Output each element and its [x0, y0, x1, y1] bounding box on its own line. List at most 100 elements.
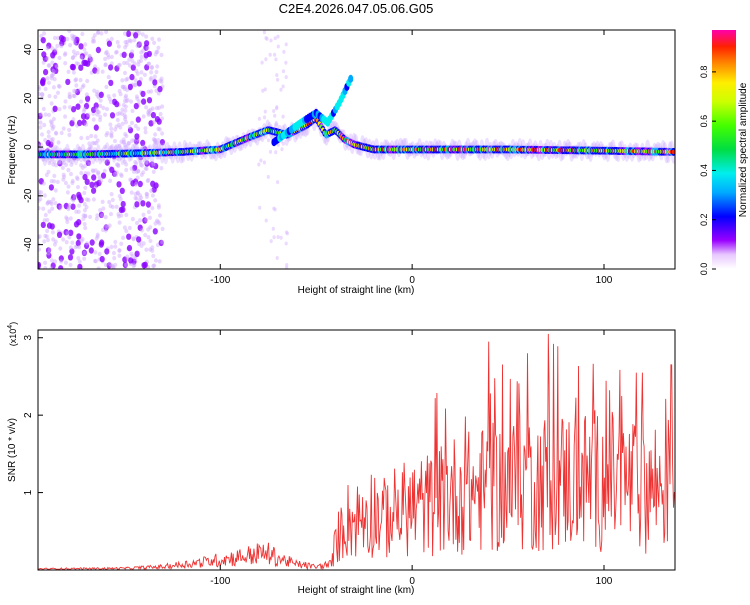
spectrogram-ytick-label: 40: [23, 44, 34, 56]
noise-blob: [68, 105, 72, 110]
noise-blob: [63, 114, 68, 119]
noise-blob: [135, 71, 140, 76]
noise-blob: [81, 249, 87, 256]
noise-blob: [82, 250, 87, 256]
noise-blob: [123, 143, 128, 148]
noise-blob: [91, 169, 96, 174]
noise-blob: [69, 248, 75, 255]
noise-blob: [43, 112, 48, 117]
noise-blob: [107, 261, 112, 266]
noise-blob: [280, 147, 284, 152]
noise-blob: [113, 262, 118, 268]
noise-blob: [88, 144, 93, 149]
noise-blob: [47, 63, 52, 68]
spectrogram-xtick-label: 100: [596, 275, 613, 286]
noise-blob: [98, 117, 103, 123]
noise-blob: [134, 201, 140, 208]
colorbar-ticks: 0.0 0.2 0.4 0.6 0.8: [699, 66, 716, 275]
noise-blob: [116, 214, 121, 219]
noise-blob: [263, 87, 267, 92]
noise-blob: [61, 126, 66, 131]
noise-blob: [104, 159, 110, 166]
noise-blob: [146, 227, 151, 232]
noise-blob: [146, 235, 151, 240]
noise-blob: [82, 173, 88, 181]
noise-blob: [109, 134, 114, 139]
noise-blob: [109, 36, 114, 42]
noise-blob: [153, 258, 158, 263]
noise-blob: [134, 94, 139, 99]
noise-blob: [79, 170, 84, 176]
noise-blob: [80, 237, 85, 242]
noise-blob: [96, 179, 102, 187]
noise-blob: [41, 206, 46, 211]
noise-blob: [144, 105, 149, 110]
noise-blob: [56, 140, 61, 145]
noise-blob: [91, 106, 97, 114]
noise-blob: [139, 70, 144, 75]
spectrogram-panel: -100 0 100 -40 -20 0 20 40 Height of straight l…: [7, 29, 676, 296]
noise-blob: [40, 77, 46, 84]
noise-blob: [117, 220, 122, 225]
noise-blob: [65, 36, 70, 42]
noise-blob: [119, 173, 124, 178]
noise-blob: [78, 64, 84, 71]
noise-blob: [139, 172, 144, 177]
spectrogram-axes: -100 0 100 -40 -20 0 20 40: [23, 30, 613, 286]
noise-blob: [123, 114, 128, 120]
noise-blob: [158, 213, 162, 218]
noise-blob: [66, 69, 71, 75]
noise-blob: [53, 188, 58, 193]
noise-blob: [81, 109, 86, 114]
noise-blob: [84, 197, 89, 202]
noise-blob: [134, 68, 139, 74]
noise-blob: [285, 231, 289, 236]
noise-blob: [132, 38, 137, 43]
noise-blob: [106, 94, 111, 99]
noise-blob: [47, 80, 51, 86]
noise-blob: [281, 69, 286, 74]
noise-blob: [134, 181, 138, 187]
noise-blob: [98, 211, 104, 218]
noise-blob: [68, 94, 72, 100]
noise-blob: [98, 114, 103, 120]
noise-blob: [38, 198, 41, 203]
noise-blob: [84, 242, 90, 250]
noise-blob: [129, 190, 134, 195]
noise-blob: [95, 89, 100, 95]
noise-blob: [144, 160, 150, 167]
noise-blob: [52, 159, 57, 164]
noise-blob: [275, 73, 279, 78]
noise-blob: [54, 131, 59, 136]
noise-blob: [142, 72, 147, 78]
noise-blob: [138, 218, 142, 223]
noise-blob: [47, 247, 52, 252]
noise-blob: [98, 103, 103, 109]
noise-blob: [100, 69, 105, 74]
noise-blob: [70, 55, 75, 61]
noise-blob: [130, 254, 135, 259]
noise-blob: [124, 262, 129, 268]
noise-blob: [123, 116, 128, 122]
noise-blob: [137, 241, 142, 247]
noise-blob: [114, 50, 118, 55]
noise-blob: [157, 259, 162, 264]
snr-multiplier-exp: 4: [7, 325, 14, 329]
noise-blob: [51, 68, 56, 74]
noise-blob: [61, 177, 66, 182]
noise-blob: [41, 181, 46, 186]
noise-blob: [92, 39, 97, 44]
noise-blob: [71, 117, 76, 122]
noise-blob: [75, 176, 80, 182]
noise-blob: [122, 113, 127, 118]
noise-blob: [121, 235, 126, 240]
noise-blob: [274, 150, 278, 155]
noise-blob: [45, 76, 50, 81]
noise-blob: [105, 106, 109, 112]
noise-blob: [140, 139, 146, 147]
colorbar-label: Normalized spectral amplitude: [738, 82, 749, 217]
noise-blob: [123, 98, 127, 104]
snr-ylabel: SNR (10 * v/v): [7, 418, 18, 482]
noise-blob: [65, 190, 70, 195]
noise-blob: [64, 215, 69, 220]
